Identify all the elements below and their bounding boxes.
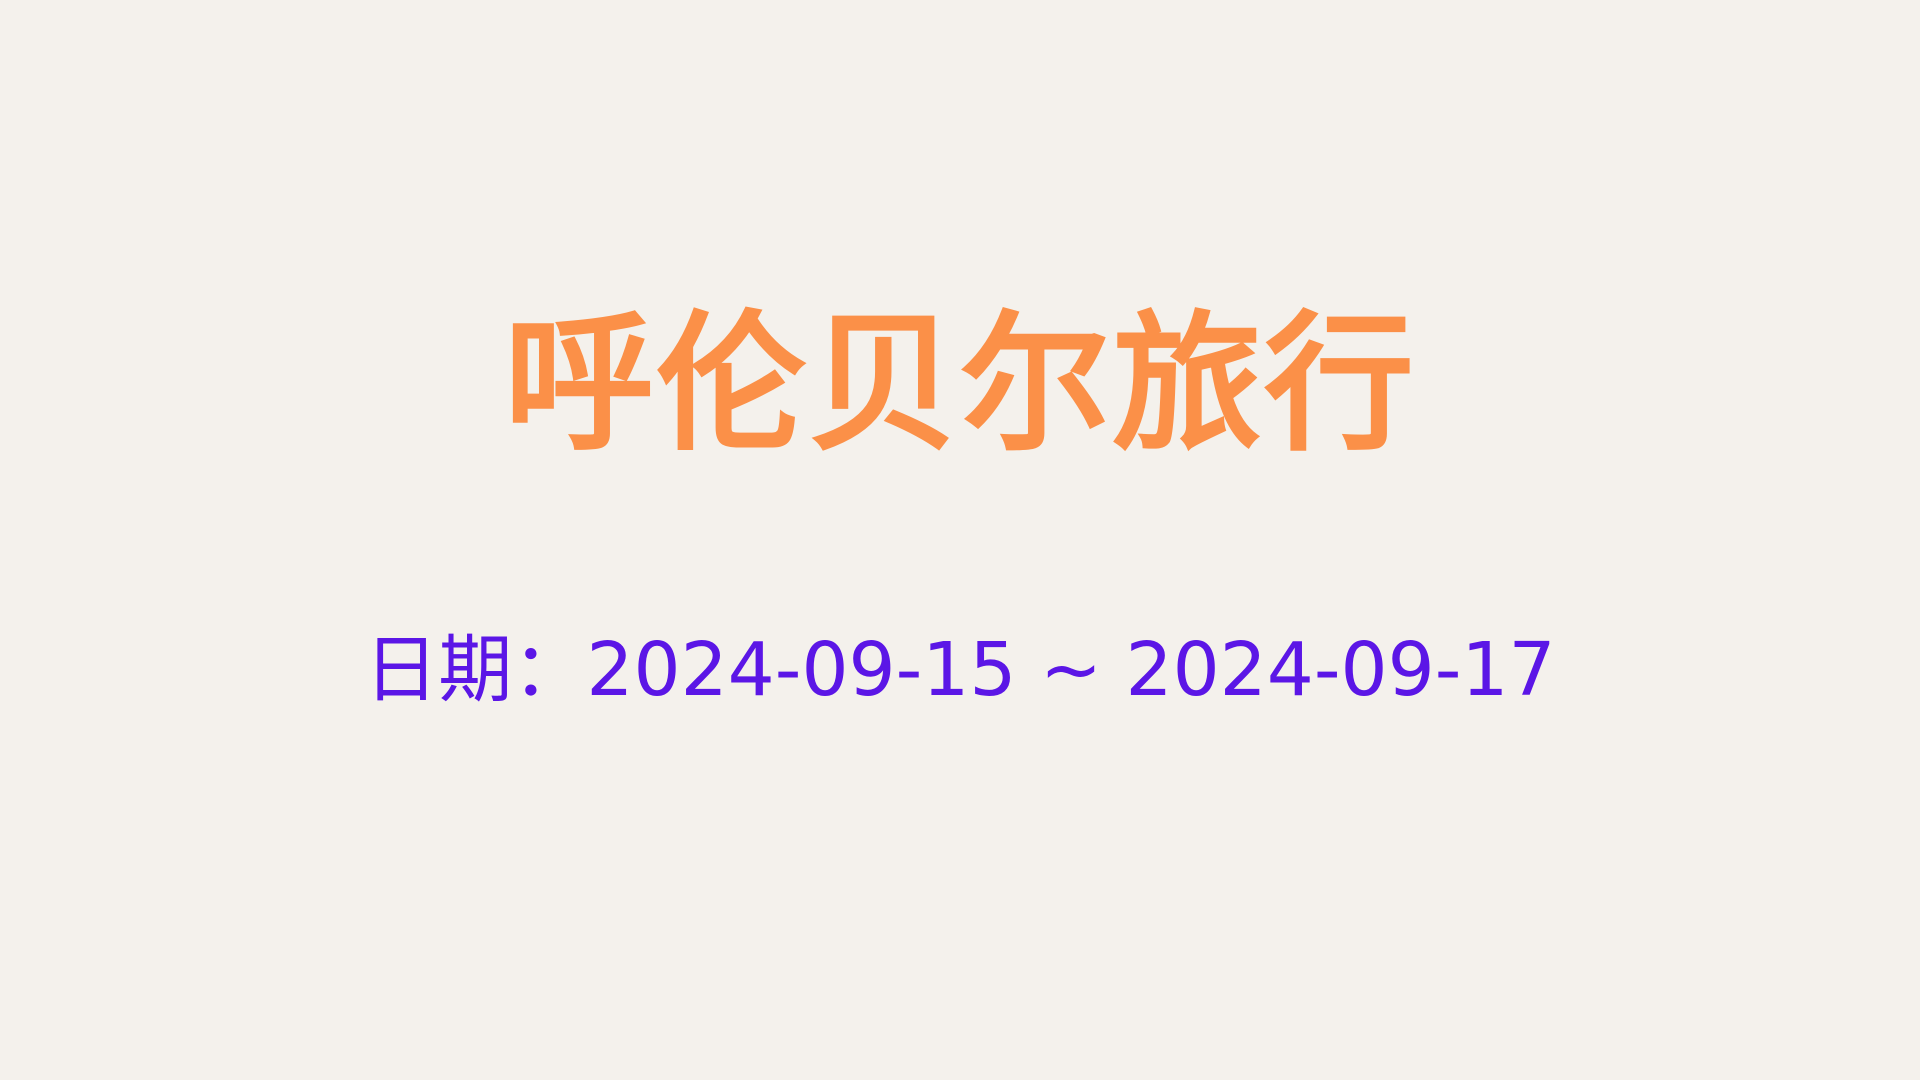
trip-date-range: 日期：2024-09-15 ~ 2024-09-17 (364, 627, 1556, 713)
slide-title: 呼伦贝尔旅行 (503, 298, 1416, 472)
